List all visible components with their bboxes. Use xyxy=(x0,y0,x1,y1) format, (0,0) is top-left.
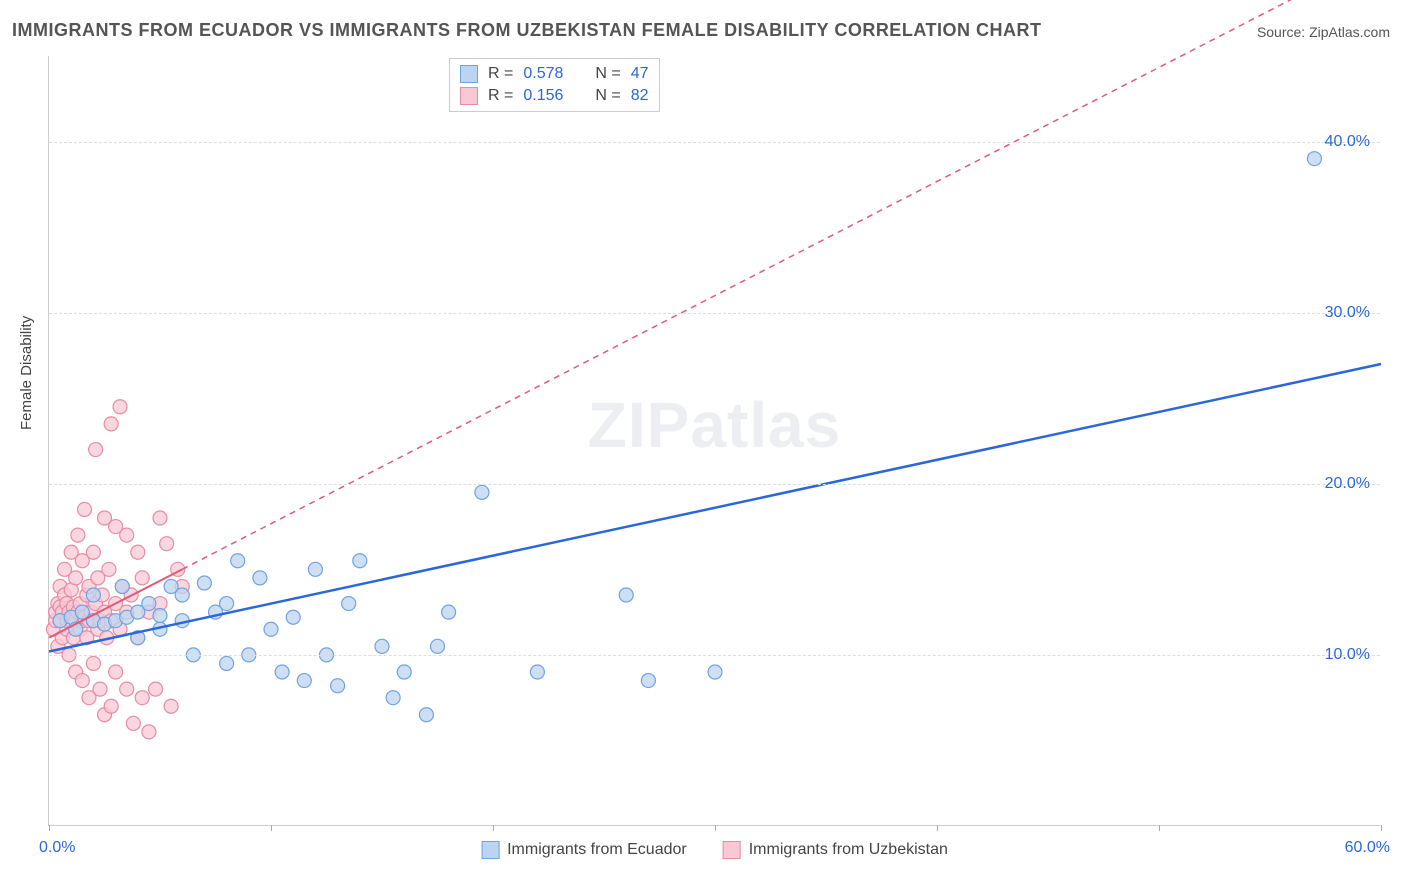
legend-label-ecuador: Immigrants from Ecuador xyxy=(507,841,687,859)
legend-bottom: Immigrants from Ecuador Immigrants from … xyxy=(481,841,948,859)
y-axis-label: 20.0% xyxy=(1325,475,1370,493)
x-tick xyxy=(1381,825,1382,831)
chart-title: IMMIGRANTS FROM ECUADOR VS IMMIGRANTS FR… xyxy=(12,20,1041,41)
legend-item-ecuador: Immigrants from Ecuador xyxy=(481,841,687,859)
y-axis-label: 30.0% xyxy=(1325,304,1370,322)
x-tick xyxy=(937,825,938,831)
y-axis-label: 40.0% xyxy=(1325,133,1370,151)
swatch-ecuador-bottom xyxy=(481,841,499,859)
legend-item-uzbekistan: Immigrants from Uzbekistan xyxy=(723,841,948,859)
x-axis-max-label: 60.0% xyxy=(1345,839,1390,857)
scatter-svg xyxy=(49,56,1380,825)
x-tick xyxy=(715,825,716,831)
source-label: Source: ZipAtlas.com xyxy=(1257,24,1390,40)
x-axis-min-label: 0.0% xyxy=(39,839,75,857)
gridline-h xyxy=(49,142,1380,143)
x-tick xyxy=(271,825,272,831)
legend-label-uzbekistan: Immigrants from Uzbekistan xyxy=(749,841,948,859)
x-tick xyxy=(1159,825,1160,831)
y-axis-title: Female Disability xyxy=(18,316,35,430)
x-tick xyxy=(493,825,494,831)
y-axis-label: 10.0% xyxy=(1325,646,1370,664)
gridline-h xyxy=(49,655,1380,656)
swatch-uzbekistan-bottom xyxy=(723,841,741,859)
plot-area: ZIPatlas R = 0.578 N = 47 R = 0.156 N = … xyxy=(48,56,1380,826)
gridline-h xyxy=(49,313,1380,314)
gridline-h xyxy=(49,484,1380,485)
x-tick xyxy=(49,825,50,831)
